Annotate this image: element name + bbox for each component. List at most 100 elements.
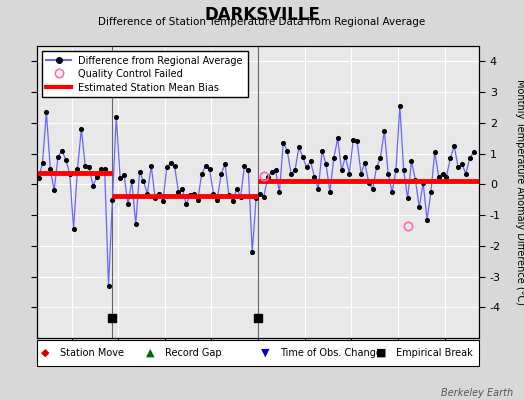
Point <box>283 147 291 154</box>
Point <box>77 126 85 132</box>
Point <box>170 163 179 169</box>
Point <box>403 195 412 201</box>
Point <box>431 149 439 155</box>
Point <box>302 164 311 171</box>
Point <box>310 174 319 180</box>
Text: ▼: ▼ <box>261 348 270 358</box>
Text: Empirical Break: Empirical Break <box>396 348 472 358</box>
Point <box>423 216 431 223</box>
Point <box>434 174 443 180</box>
Point <box>116 175 124 181</box>
Point <box>233 186 241 192</box>
Point <box>353 138 362 144</box>
Text: Difference of Station Temperature Data from Regional Average: Difference of Station Temperature Data f… <box>99 17 425 27</box>
Point <box>415 204 423 210</box>
Point <box>349 136 357 143</box>
Point <box>279 140 288 146</box>
Point <box>275 189 283 195</box>
Point <box>446 155 454 161</box>
Point <box>287 170 296 177</box>
Point <box>384 170 392 177</box>
Point <box>252 195 260 201</box>
Text: Berkeley Earth: Berkeley Earth <box>441 388 514 398</box>
Point <box>50 187 58 194</box>
Point <box>89 183 97 189</box>
Point <box>38 160 47 166</box>
Text: Record Gap: Record Gap <box>165 348 222 358</box>
Point <box>194 196 202 203</box>
Text: Station Move: Station Move <box>60 348 124 358</box>
Point <box>167 160 175 166</box>
Point <box>217 170 225 177</box>
Point <box>407 158 416 164</box>
Point <box>190 190 198 197</box>
Point <box>470 149 478 155</box>
Legend: Difference from Regional Average, Quality Control Failed, Estimated Station Mean: Difference from Regional Average, Qualit… <box>41 51 248 97</box>
Point <box>314 186 322 192</box>
Point <box>213 196 222 203</box>
Point <box>333 135 342 142</box>
Point <box>221 161 229 168</box>
Point <box>182 201 190 208</box>
Point <box>209 190 217 197</box>
Point <box>128 178 136 184</box>
Point <box>337 167 346 174</box>
Point <box>427 189 435 195</box>
Point <box>73 166 82 172</box>
Point <box>365 180 373 186</box>
Point <box>256 190 264 197</box>
Point <box>228 198 237 204</box>
Point <box>248 249 256 255</box>
Point <box>267 169 276 175</box>
Text: Time of Obs. Change: Time of Obs. Change <box>280 348 382 358</box>
Point <box>205 166 214 172</box>
Point <box>178 186 187 192</box>
Y-axis label: Monthly Temperature Anomaly Difference (°C): Monthly Temperature Anomaly Difference (… <box>515 79 524 305</box>
Point <box>326 189 334 195</box>
Point <box>322 161 330 168</box>
Point <box>120 172 128 178</box>
Point <box>143 190 151 197</box>
Point <box>81 163 90 169</box>
Point <box>201 163 210 169</box>
Point <box>225 192 233 198</box>
Point <box>112 114 121 120</box>
Point <box>330 155 338 161</box>
Point <box>439 170 447 177</box>
Point <box>264 174 272 180</box>
Point <box>465 155 474 161</box>
Point <box>442 174 451 180</box>
Point <box>151 195 159 201</box>
Point <box>66 170 74 177</box>
Point <box>341 154 350 160</box>
Point <box>132 221 140 228</box>
Point <box>162 164 171 171</box>
Text: DARKSVILLE: DARKSVILLE <box>204 6 320 24</box>
Point <box>159 198 167 204</box>
Point <box>368 186 377 192</box>
Text: ▲: ▲ <box>146 348 155 358</box>
Point <box>147 163 156 169</box>
Text: ◆: ◆ <box>41 348 50 358</box>
Point <box>392 167 400 174</box>
Point <box>388 189 396 195</box>
Point <box>139 178 148 184</box>
Point <box>373 164 381 171</box>
Point <box>357 170 365 177</box>
Point <box>241 163 249 169</box>
Point <box>462 170 470 177</box>
Point <box>186 192 194 198</box>
Point <box>411 176 420 183</box>
Point <box>124 201 132 208</box>
Point <box>35 175 43 181</box>
Point <box>291 167 299 174</box>
Point <box>54 154 62 160</box>
Point <box>345 170 354 177</box>
Point <box>108 196 117 203</box>
Point <box>198 170 206 177</box>
Point <box>299 154 307 160</box>
Point <box>42 109 51 115</box>
Point <box>307 158 315 164</box>
Point <box>450 143 458 149</box>
Point <box>69 226 78 232</box>
